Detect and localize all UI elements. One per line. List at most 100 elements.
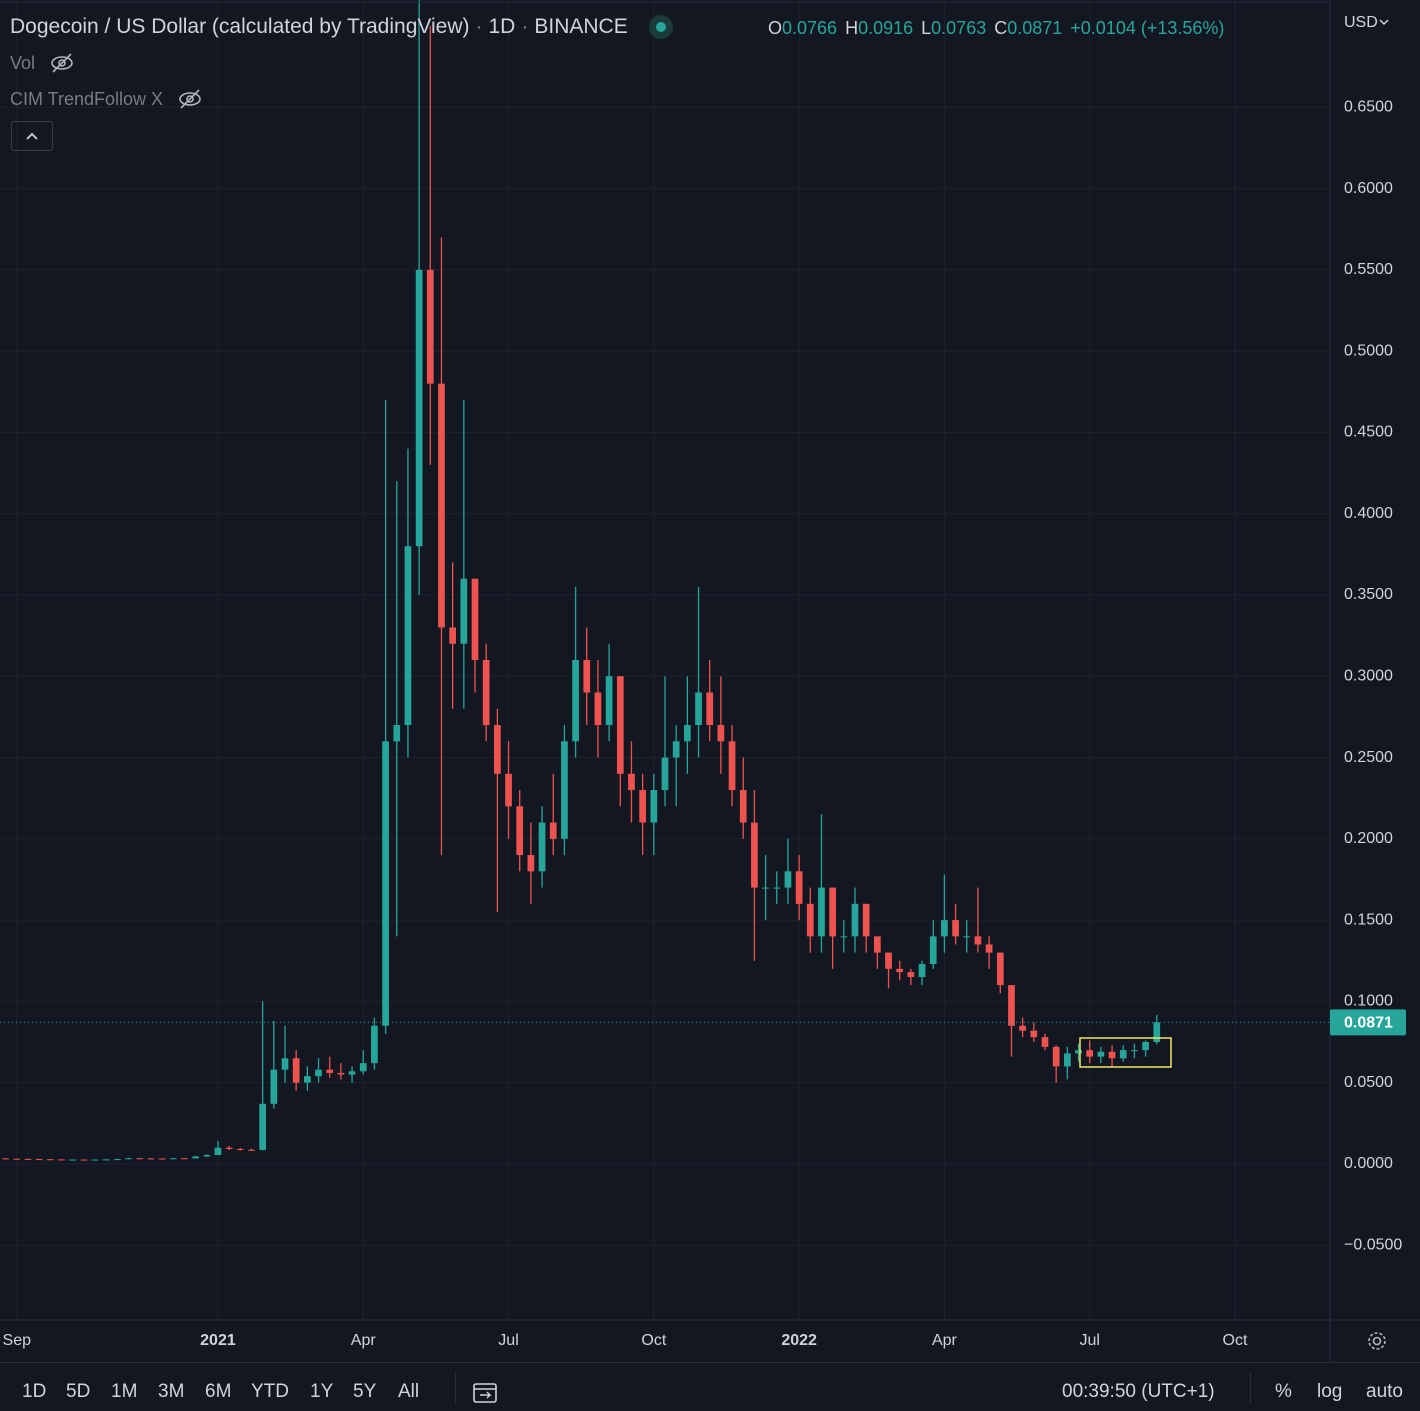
toolbar-divider: [455, 1373, 456, 1403]
candle-body: [1030, 1030, 1038, 1038]
candle-body: [751, 822, 758, 888]
candle-body: [292, 1058, 300, 1083]
candle-body: [58, 1159, 65, 1161]
candle-body: [326, 1069, 334, 1073]
high-value: 0.0916: [858, 18, 914, 38]
candle-body: [35, 1159, 43, 1161]
bottom-toolbar: 1D 5D 1M 3M 6M YTD 1Y 5Y All 00:39:50 (UTC+1) % …: [0, 1362, 1420, 1411]
candle-body: [2, 1158, 9, 1160]
candle-body: [594, 692, 602, 726]
candle-body: [572, 660, 579, 742]
clock[interactable]: 00:39:50 (UTC+1): [1062, 1381, 1215, 1402]
candle-body: [549, 822, 557, 839]
candle-body: [69, 1159, 76, 1161]
candle-body: [393, 725, 401, 742]
ohlc-legend: O0.0766 H0.0916 L0.0763 C0.0871 +0.0104 (+13…: [768, 18, 1232, 39]
currency-caret[interactable]: [1379, 19, 1389, 26]
hidden-eye-icon[interactable]: [177, 88, 203, 110]
collapse-button[interactable]: [11, 121, 53, 151]
range-button[interactable]: All: [398, 1381, 420, 1402]
change-value: +0.0104 (+13.56%): [1070, 18, 1225, 38]
candle-body: [829, 887, 836, 937]
candle-body: [438, 383, 445, 628]
low-key: L: [921, 18, 932, 38]
candle-body: [449, 627, 456, 644]
candle-body: [695, 692, 702, 726]
candle-body: [337, 1072, 345, 1075]
range-button[interactable]: 5Y: [353, 1381, 377, 1402]
candle-body: [818, 887, 825, 937]
candle-body: [1142, 1042, 1149, 1051]
hidden-eye-icon[interactable]: [49, 52, 75, 74]
range-button[interactable]: 5D: [66, 1381, 91, 1402]
candle-body: [929, 936, 937, 964]
candle-body: [985, 944, 993, 953]
candle-body: [1119, 1050, 1127, 1059]
range-button[interactable]: YTD: [251, 1381, 289, 1402]
currency[interactable]: USD: [1344, 14, 1378, 31]
candle-body: [1008, 985, 1015, 1026]
candle-body: [762, 887, 769, 889]
candle-body: [415, 269, 423, 547]
candle-body: [426, 269, 434, 384]
close-key: C: [994, 18, 1008, 38]
candle-body: [806, 903, 814, 937]
candle-body: [46, 1159, 54, 1161]
range-button[interactable]: 1D: [22, 1381, 47, 1402]
candle-body: [874, 936, 881, 953]
x-tick-label: Jul: [1079, 1332, 1099, 1349]
candle-body: [1108, 1051, 1116, 1059]
candle-body: [639, 790, 646, 823]
candle-body: [270, 1069, 278, 1104]
exchange: BINANCE: [534, 15, 628, 38]
separator: ·: [475, 15, 483, 38]
candle-body: [359, 1063, 367, 1072]
range-button[interactable]: 1Y: [310, 1381, 334, 1402]
y-tick-label: 0.5500: [1344, 261, 1393, 278]
candle-body: [996, 952, 1004, 986]
log-toggle[interactable]: log: [1317, 1381, 1343, 1402]
candle-body: [1064, 1053, 1071, 1067]
range-button[interactable]: 6M: [205, 1381, 232, 1402]
candle-body: [259, 1103, 266, 1150]
candle-body: [281, 1058, 289, 1070]
indicator-row: Vol: [10, 52, 75, 74]
candle-body: [840, 936, 848, 938]
last-price-tag: [1330, 1009, 1406, 1036]
settings-gear[interactable]: [1368, 1332, 1386, 1350]
candle-body: [784, 871, 792, 888]
interval[interactable]: 1D: [488, 15, 516, 38]
x-tick-label: Apr: [351, 1332, 377, 1349]
x-tick-label: Sep: [3, 1332, 32, 1349]
candle-body: [460, 578, 468, 644]
range-button[interactable]: 3M: [158, 1381, 185, 1402]
candle-body: [1019, 1025, 1026, 1031]
range-button[interactable]: 1M: [111, 1381, 138, 1402]
candle-body: [236, 1148, 244, 1150]
candle-body: [1086, 1050, 1094, 1057]
candle-body: [91, 1159, 99, 1161]
percent-toggle[interactable]: %: [1275, 1381, 1292, 1402]
y-tick-label: 0.1500: [1344, 911, 1393, 928]
low-value: 0.0763: [931, 18, 987, 38]
candle-body: [907, 972, 915, 977]
indicator-name[interactable]: Vol: [10, 52, 36, 73]
go-to-date[interactable]: [472, 1380, 500, 1406]
highlight-box: [1079, 1037, 1172, 1068]
symbol-title[interactable]: Dogecoin / US Dollar (calculated by Trad…: [10, 15, 470, 38]
indicator-name[interactable]: CIM TrendFollow X: [10, 88, 164, 109]
candle-body: [248, 1149, 255, 1151]
candle-body: [192, 1156, 199, 1159]
candle-body: [1052, 1046, 1060, 1067]
candle-body: [214, 1147, 222, 1155]
candle-body: [1041, 1037, 1049, 1047]
open-value: 0.0766: [782, 18, 838, 38]
candle-body: [974, 936, 982, 945]
x-tick-label: Oct: [1223, 1332, 1248, 1349]
y-tick-label: 0.5000: [1344, 342, 1393, 359]
candle-body: [382, 741, 389, 1026]
auto-toggle[interactable]: auto: [1366, 1381, 1403, 1402]
y-tick-label: 0.1000: [1344, 993, 1393, 1010]
x-tick-label: 2022: [781, 1332, 817, 1349]
market-status[interactable]: [648, 13, 676, 41]
